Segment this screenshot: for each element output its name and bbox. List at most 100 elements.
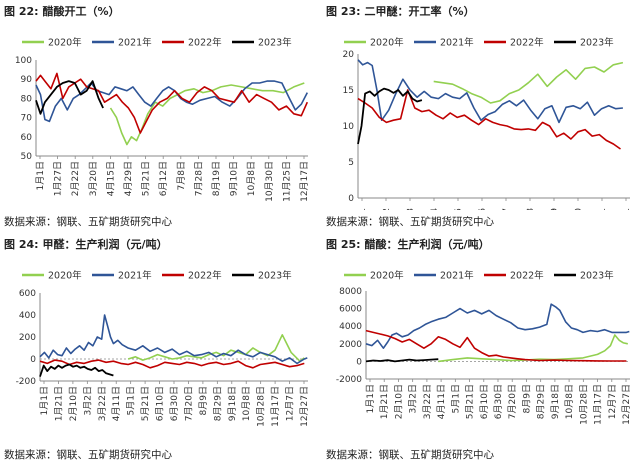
legend-item: 2021年 [414,270,474,282]
x-tick-label: 12月7日 [607,384,618,419]
series-line-2023年 [39,363,114,377]
x-tick-label: 1 [622,208,632,210]
chart-panel-3: 图 24: 甲醛：生产利润（元/吨） 2020年 2021年 2022年 2023年 -2… [0,233,318,466]
x-tick-label: 7 [502,208,512,210]
series-line-2023年 [35,80,104,115]
legend-label: 2023年 [580,270,614,282]
x-tick-label: 1月21日 [53,386,64,421]
chart-legend: 2020年 2021年 2022年 2023年 [22,37,292,49]
chart-legend: 2020年 2021年 2022年 2023年 [344,37,614,49]
chart-panel-1: 图 22: 醋酸开工（%） 2020年 2021年 2022年 2023年 50 60 70 8… [0,0,318,233]
chart-title: 图 24: 甲醛：生产利润（元/吨） [4,238,168,251]
x-tick-label: 7月28日 [193,161,204,196]
legend-item: 2020年 [344,37,404,49]
legend-item: 2020年 [22,270,82,282]
chart-title: 图 25: 醋酸：生产利润（元/吨） [326,238,490,251]
x-tick-label: 6月12日 [158,161,169,196]
legend-label: 2022年 [510,270,544,282]
legend-label: 2022年 [510,37,544,49]
legend-label: 2020年 [48,270,82,282]
x-tick-label: 7月20日 [507,384,518,419]
y-tick-label: 10 [343,122,355,132]
x-tick-label: 0 [574,208,584,210]
x-tick-label: 5月21日 [141,161,152,196]
x-tick-label: 4月11日 [436,384,447,419]
legend-item: 2020年 [344,270,404,282]
x-tick-label: 12月27日 [621,384,632,425]
series-line-2021年 [357,59,623,124]
chart-source: 数据来源：钢联、五矿期货研究中心 [4,216,172,228]
x-tick-label: 6月10日 [479,384,490,419]
y-tick-label: 70 [21,114,33,124]
x-tick-label: 8月9日 [198,386,209,415]
chart-axes: -200 0 200 400 600 1月1日 1月21日 2月10日 3月2日 3月22日 4月1… [16,289,310,427]
series-line-2022年 [365,329,627,362]
legend-label: 2023年 [580,37,614,49]
chart-svg: 2020年 2021年 2022年 2023年 -200 0 200 400 600 1月1日 1月… [16,270,310,427]
x-tick-label: 2月10日 [68,386,79,421]
chart-panel-4: 图 25: 醋酸：生产利润（元/吨） 2020年 2021年 2022年 2023年 -2… [322,233,640,466]
series-line-2020年 [433,61,624,104]
y-tick-label: -200 [16,377,37,387]
y-tick-label: 5 [348,158,354,168]
x-tick-label: 1月21日 [379,384,390,419]
x-tick-label: 3月22日 [97,386,108,421]
x-tick-label: 11月25日 [281,161,292,202]
series-line-2023年 [365,358,439,363]
x-tick-label: 5 [454,208,464,210]
x-tick-label: 12月17日 [299,161,310,202]
x-tick-label: 4月29日 [123,161,134,196]
x-tick-label: 6月30日 [493,384,504,419]
chart-title: 图 23: 二甲醚：开工率（%） [326,5,475,18]
x-tick-label: 3月2日 [82,386,93,415]
x-tick-label: 11月17日 [270,386,281,427]
x-tick-label: 1月1日 [39,386,50,415]
y-tick-label: 80 [21,94,33,104]
chart-svg: 2020年 2021年 2022年 2023年 -2000 0 2000 4000 6000 80… [336,270,632,425]
legend-item: 2021年 [414,37,474,49]
legend-label: 2021年 [440,37,474,49]
y-tick-label: 15 [343,86,354,96]
x-tick-label: 2 [382,208,392,210]
legend-item: 2023年 [554,37,614,49]
legend-item: 2021年 [92,270,152,282]
chart-source: 数据来源：钢联、五矿期货研究中心 [4,449,172,461]
legend-label: 2021年 [118,270,152,282]
x-tick-label: 12月7日 [285,386,296,421]
legend-item: 2023年 [554,270,614,282]
y-tick-label: 600 [19,289,36,299]
x-tick-label: 8月29日 [536,384,547,419]
legend-item: 2022年 [484,270,544,282]
x-tick-label: 10月8日 [241,386,252,421]
x-tick-label: 9月18日 [227,386,238,421]
x-tick-label: 9月10日 [229,161,240,196]
chart-legend: 2020年 2021年 2022年 2023年 [344,270,614,282]
x-tick-label: 1 [358,208,368,210]
y-tick-label: 6000 [339,305,362,315]
y-tick-label: 400 [19,311,36,321]
y-tick-label: 8000 [339,287,362,297]
chart-source: 数据来源：钢联、五矿期货研究中心 [326,216,494,228]
legend-label: 2022年 [188,37,222,49]
series-line-2022年 [39,359,305,369]
x-tick-label: 8月9日 [521,384,532,413]
y-tick-label: 100 [15,56,32,66]
legend-label: 2023年 [258,270,292,282]
x-tick-label: 7月8日 [176,161,187,190]
y-tick-label: 50 [21,152,33,162]
chart-axes: 50 60 70 80 90 100 1月1日 1月27日 2月22日 3月20日 4月15日 4月2… [15,56,310,202]
legend-label: 2021年 [440,270,474,282]
x-tick-label: 4月15日 [105,161,116,196]
y-tick-label: -2000 [336,375,362,385]
x-tick-label: 2月22日 [70,161,81,196]
series-line-2021年 [39,314,308,365]
x-tick-label: 8月29日 [212,386,223,421]
series-line-2020年 [438,334,628,363]
x-tick-label: 1月27日 [53,161,64,196]
x-tick-label: 5月1日 [126,386,137,415]
x-tick-label: 10月8日 [564,384,575,419]
legend-label: 2020年 [370,270,404,282]
y-tick-label: 60 [21,133,33,143]
x-tick-label: 8月19日 [211,161,222,196]
series-line-2021年 [35,80,309,123]
